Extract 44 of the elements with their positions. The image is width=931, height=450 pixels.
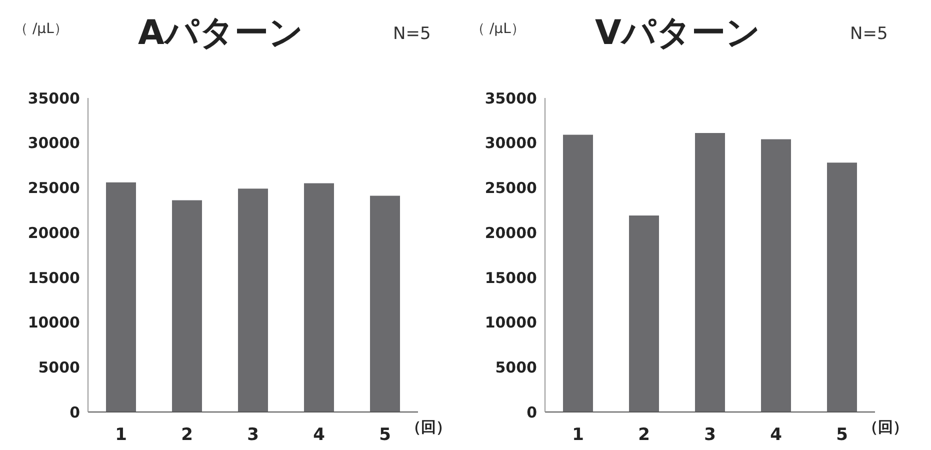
bar — [629, 216, 659, 412]
y-tick-label: 0 — [70, 403, 80, 422]
y-tick-label: 10000 — [28, 314, 80, 332]
y-tick-label: 35000 — [484, 89, 537, 108]
bar — [563, 134, 593, 412]
x-tick-label: 2 — [638, 425, 650, 446]
text: N=5 — [393, 24, 431, 44]
chart-title: Aパターン — [138, 12, 304, 55]
x-tick-label: 5 — [379, 425, 391, 446]
x-tick-label: 5 — [836, 425, 848, 446]
x-tick-label: 1 — [572, 425, 584, 446]
bar — [370, 196, 400, 412]
y-tick-label: 35000 — [28, 89, 80, 108]
y-tick-label: 15000 — [28, 268, 80, 287]
y-axis-title: （ /μL） — [14, 20, 68, 38]
y-tick-label: 20000 — [28, 224, 80, 242]
y-axis-title: （ /μL） — [471, 20, 525, 38]
y-tick-label: 20000 — [484, 224, 537, 242]
y-tick-label: 5000 — [495, 358, 537, 376]
bar — [761, 139, 791, 412]
y-tick-label: 30000 — [28, 134, 80, 152]
y-tick-label: 0 — [526, 403, 537, 422]
bar — [304, 183, 334, 412]
x-tick-label: 4 — [313, 425, 326, 446]
x-tick-label: 4 — [770, 425, 782, 446]
y-tick-label: 5000 — [38, 358, 80, 376]
y-tick-label: 25000 — [28, 179, 80, 198]
x-tick-label: 3 — [704, 425, 716, 446]
x-tick-label: 1 — [115, 425, 127, 446]
bar — [106, 182, 136, 412]
x-axis-title: （回） — [406, 418, 451, 437]
text: N=5 — [850, 24, 888, 44]
y-tick-label: 30000 — [484, 134, 537, 152]
x-tick-label: 2 — [181, 425, 193, 446]
bar — [695, 132, 725, 412]
y-tick-label: 25000 — [484, 179, 537, 198]
bar — [827, 162, 857, 412]
chart-title: Vパターン — [595, 12, 760, 55]
y-tick-label: 15000 — [484, 268, 537, 287]
bar — [172, 200, 202, 412]
x-axis-title: （回） — [863, 418, 908, 437]
x-tick-label: 3 — [247, 425, 259, 446]
bar — [238, 188, 268, 412]
y-tick-label: 10000 — [484, 314, 537, 332]
